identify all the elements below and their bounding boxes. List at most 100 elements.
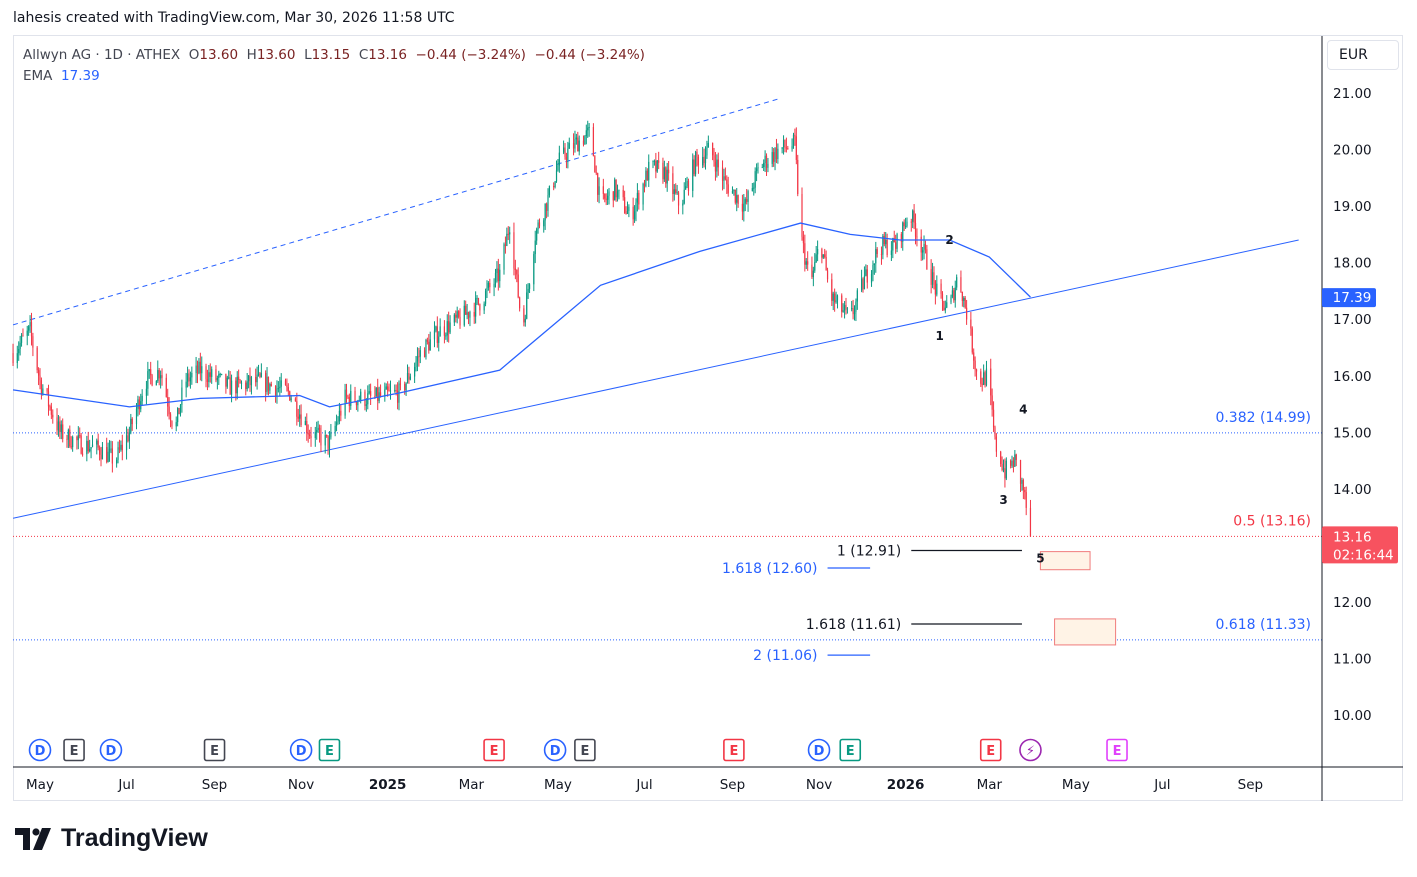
candle-body <box>436 326 438 343</box>
candle-body <box>297 416 299 419</box>
dividend-event-icon[interactable] <box>28 738 52 762</box>
candle-body <box>662 162 664 180</box>
candle-body <box>916 236 918 238</box>
candle-body <box>743 203 745 212</box>
dividend-event-icon[interactable] <box>807 738 831 762</box>
candle-body <box>1021 480 1023 484</box>
price-tick-label: 19.00 <box>1333 199 1372 215</box>
candle-body <box>824 254 826 257</box>
candle-body <box>504 244 507 247</box>
candle-body <box>814 262 816 271</box>
candle-body <box>473 311 475 317</box>
candle-body <box>360 391 362 401</box>
support-trendline[interactable] <box>12 239 1299 519</box>
candle-body <box>914 222 917 237</box>
candle-body <box>517 274 519 298</box>
tradingview-logo[interactable]: TradingView <box>15 824 208 853</box>
dividend-event-icon[interactable] <box>99 738 123 762</box>
candle-body <box>821 249 823 258</box>
candle-body <box>443 326 446 336</box>
candle-body <box>595 172 597 174</box>
candle-body <box>117 447 119 460</box>
candle-body <box>79 435 81 437</box>
candle-body <box>764 155 766 163</box>
wave-label-2: 2 <box>945 233 953 247</box>
ema-label[interactable]: EMA <box>23 68 53 84</box>
candle-body <box>724 176 726 180</box>
candle-body <box>36 347 38 371</box>
candle-body <box>335 422 338 426</box>
earnings-event-icon[interactable] <box>1106 738 1128 762</box>
candle-body <box>249 375 251 386</box>
candle-body <box>226 377 228 387</box>
earnings-event-icon[interactable] <box>63 738 85 762</box>
time-tick-label: Mar <box>459 777 485 793</box>
candle-body <box>642 183 644 205</box>
candle-body <box>175 422 177 427</box>
candle-body <box>895 242 897 249</box>
target-zone-box[interactable] <box>1054 618 1117 646</box>
wave-5-box[interactable] <box>1039 551 1091 571</box>
candle-body <box>181 387 183 405</box>
candle-body <box>405 382 407 391</box>
candle-body <box>585 130 587 137</box>
ema-line[interactable] <box>12 222 1031 408</box>
candle-body <box>347 396 349 398</box>
candle-body <box>377 387 379 401</box>
candle-body <box>815 254 817 263</box>
currency-button[interactable]: EUR <box>1327 40 1399 70</box>
candle-body <box>284 380 287 386</box>
candle-body <box>466 312 468 315</box>
candle-body <box>137 399 139 409</box>
dividend-event-icon[interactable] <box>289 738 313 762</box>
earnings-event-icon[interactable] <box>318 738 341 762</box>
candle-body <box>584 136 586 145</box>
candle-body <box>121 444 123 451</box>
candle-body <box>861 278 863 291</box>
earnings-event-icon[interactable] <box>574 738 596 762</box>
candle-body <box>604 193 606 199</box>
price-tick-label: 16.00 <box>1333 369 1372 385</box>
candle-body <box>47 391 50 407</box>
symbol-name[interactable]: Allwyn AG · 1D · ATHEX <box>23 47 181 63</box>
candle-body <box>385 386 387 390</box>
candle-body <box>523 308 525 323</box>
candle-body <box>981 383 983 385</box>
last-price-text: 13.16 <box>1333 529 1372 545</box>
event-label: E <box>490 744 499 759</box>
event-label: D <box>106 744 117 759</box>
candle-body <box>554 181 556 187</box>
news-event-icon[interactable] <box>1019 738 1042 762</box>
candle-body <box>608 191 610 196</box>
candle-body <box>290 398 292 401</box>
candle-body <box>158 370 160 379</box>
candle-body <box>991 395 993 410</box>
candle-body <box>636 192 638 203</box>
earnings-event-icon[interactable] <box>723 738 745 762</box>
candle-body <box>110 448 112 450</box>
candle-body <box>177 407 179 423</box>
earnings-event-icon[interactable] <box>483 738 505 762</box>
event-label: E <box>986 744 995 759</box>
candle-body <box>831 279 833 301</box>
dividend-event-icon[interactable] <box>543 738 567 762</box>
candle-body <box>753 187 755 189</box>
candle-body <box>49 406 51 408</box>
candle-body <box>56 417 58 431</box>
candle-body <box>247 375 250 382</box>
candle-body <box>524 318 526 323</box>
open-value: 13.60 <box>199 47 239 63</box>
candle-body <box>785 147 787 149</box>
earnings-event-icon[interactable] <box>839 738 862 762</box>
candle-body <box>135 408 138 425</box>
candle-body <box>984 372 986 386</box>
earnings-event-icon[interactable] <box>979 738 1002 762</box>
earnings-event-icon[interactable] <box>203 738 226 762</box>
candle-body <box>696 151 698 157</box>
candle-body <box>771 152 773 164</box>
event-label: E <box>846 744 855 759</box>
time-tick-label: 2026 <box>887 777 925 793</box>
upper-channel-trendline[interactable] <box>12 98 780 326</box>
candle-body <box>316 430 318 433</box>
